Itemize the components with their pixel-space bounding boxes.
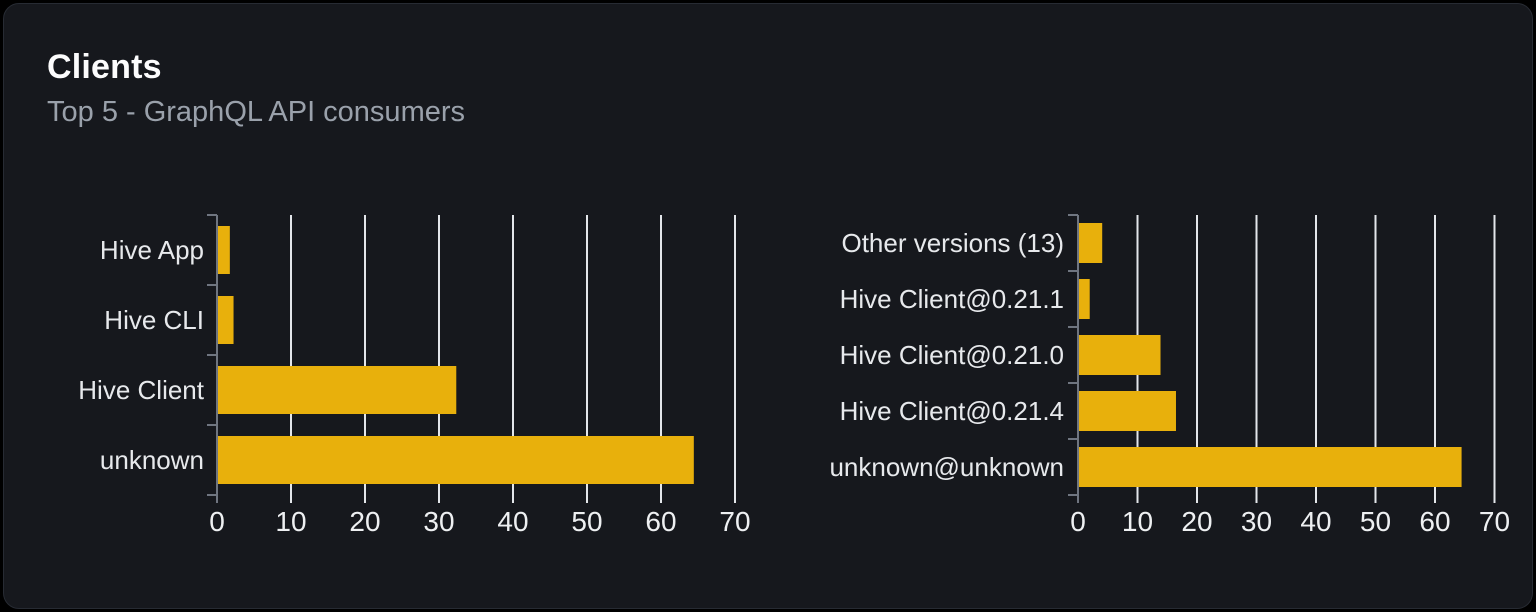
chart-clients-by-name: 0 10 20 30 40 50 60 70 Hive App Hive CLI Hive Clie… <box>61 199 767 559</box>
clients-card: Clients Top 5 - GraphQL API consumers 0 1… <box>3 3 1533 609</box>
bar-hive-cli[interactable] <box>218 296 234 344</box>
category-label: Hive Client@0.21.1 <box>840 284 1064 314</box>
x-tick-label: 60 <box>645 506 676 537</box>
bar-hive-app[interactable] <box>218 226 230 274</box>
card-title: Clients <box>47 48 162 86</box>
bar-hive-client-0-21-4[interactable] <box>1079 391 1176 431</box>
x-tick-label: 30 <box>423 506 454 537</box>
x-tick-label: 60 <box>1419 506 1450 537</box>
bar-other-versions-13-[interactable] <box>1079 223 1103 263</box>
bar-hive-client-0-21-1[interactable] <box>1079 279 1090 319</box>
x-tick-label: 50 <box>571 506 602 537</box>
category-label: Hive CLI <box>104 305 204 335</box>
bar-unknown[interactable] <box>218 436 694 484</box>
x-tick-label: 0 <box>1070 506 1086 537</box>
x-tick-label: 70 <box>1479 506 1510 537</box>
x-tick-label: 70 <box>719 506 750 537</box>
category-label: Hive App <box>100 235 204 265</box>
x-tick-label: 40 <box>497 506 528 537</box>
category-label: unknown <box>100 445 204 475</box>
clients-by-name-svg: 0 10 20 30 40 50 60 70 Hive App Hive CLI Hive Clie… <box>78 214 751 537</box>
x-tick-label: 40 <box>1300 506 1331 537</box>
category-label: Hive Client@0.21.0 <box>840 340 1064 370</box>
x-tick-label: 10 <box>1122 506 1153 537</box>
x-tick-label: 20 <box>349 506 380 537</box>
card-subtitle: Top 5 - GraphQL API consumers <box>47 96 466 128</box>
category-label: unknown@unknown <box>831 452 1064 482</box>
category-label: Hive Client@0.21.4 <box>840 396 1064 426</box>
bar-unknown-unknown[interactable] <box>1079 447 1462 487</box>
x-tick-label: 10 <box>275 506 306 537</box>
category-label: Other versions (13) <box>841 228 1064 258</box>
bar-hive-client[interactable] <box>218 366 457 414</box>
x-tick-label: 0 <box>209 506 225 537</box>
x-tick-label: 20 <box>1181 506 1212 537</box>
x-tick-label: 50 <box>1360 506 1391 537</box>
category-label: Hive Client <box>78 375 204 405</box>
clients-by-version-svg: 0 10 20 30 40 50 60 70 Other versions (13) Hive C… <box>829 214 1510 537</box>
chart-clients-by-version: 0 10 20 30 40 50 60 70 Other versions (13) Hive C… <box>829 199 1536 559</box>
x-tick-label: 30 <box>1241 506 1272 537</box>
bar-hive-client-0-21-0[interactable] <box>1079 335 1161 375</box>
